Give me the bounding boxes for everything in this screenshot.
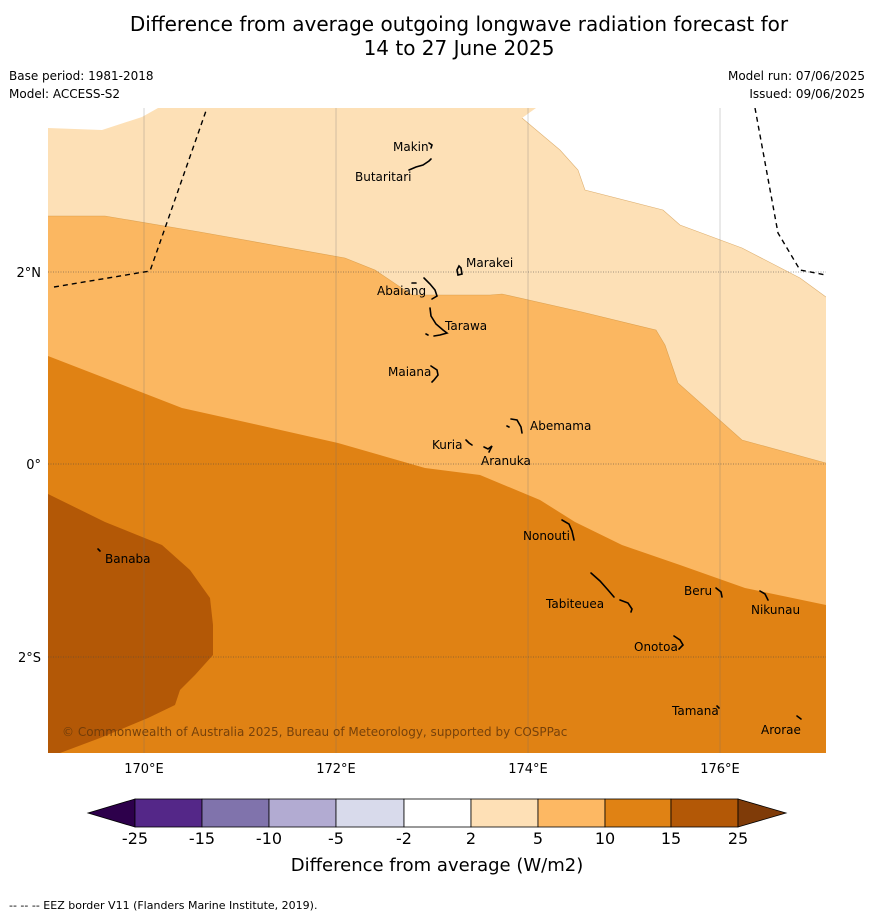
eez-border <box>53 108 826 288</box>
meta-left: Base period: 1981-2018 Model: ACCESS-S2 <box>9 67 154 103</box>
lat-label-2n: 2°N <box>17 266 42 281</box>
colorbar-extend-high <box>737 798 788 828</box>
island-label-maiana: Maiana <box>388 365 431 379</box>
base-period-text: Base period: 1981-2018 <box>9 69 154 83</box>
island-label-banaba: Banaba <box>105 552 151 566</box>
colorbar-seg-0 <box>134 798 203 828</box>
eez-footnote: -- -- -- EEZ border V11 (Flanders Marine… <box>9 899 318 912</box>
island-labels: Makin Butaritari Marakei Abaiang Tarawa … <box>105 140 801 737</box>
lon-axis-labels: 170°E 172°E 174°E 176°E <box>124 762 740 777</box>
colorbar-seg-4 <box>403 798 472 828</box>
maiana-shape <box>430 365 439 383</box>
colorbar-seg-2 <box>268 798 337 828</box>
meta-right: Model run: 07/06/2025 Issued: 09/06/2025 <box>728 67 865 103</box>
marakei-shape <box>456 264 463 276</box>
island-label-abaiang: Abaiang <box>377 284 426 298</box>
contour-lines <box>48 117 826 464</box>
issued-text: Issued: 09/06/2025 <box>749 87 865 101</box>
tamana-shape <box>716 705 720 709</box>
nonouti-shape <box>561 519 575 541</box>
island-label-abemama: Abemama <box>530 419 591 433</box>
lon-label-174e: 174°E <box>508 762 548 777</box>
colorbar-tick-4: -2 <box>396 829 412 848</box>
tabiteuea-shape <box>590 572 615 598</box>
colorbar <box>86 798 788 828</box>
band-10-15 <box>48 356 826 753</box>
colorbar-tick-5: 2 <box>466 829 476 848</box>
island-label-makin: Makin <box>393 140 429 154</box>
lat-axis-labels: 2°N 0° 2°S <box>17 266 42 666</box>
colorbar-tick-8: 15 <box>661 829 681 848</box>
colorbar-seg-1 <box>201 798 270 828</box>
band-15-25 <box>48 494 213 753</box>
makin-shape <box>428 142 433 149</box>
tarawa-shape <box>429 307 449 337</box>
island-label-tarawa: Tarawa <box>444 319 487 333</box>
abaiang-shape <box>423 277 438 300</box>
island-label-butaritari: Butaritari <box>355 170 412 184</box>
lon-label-176e: 176°E <box>700 762 740 777</box>
island-label-nikunau: Nikunau <box>751 603 800 617</box>
model-text: Model: ACCESS-S2 <box>9 87 121 101</box>
colorbar-tick-1: -15 <box>189 829 215 848</box>
butaritari-shape <box>408 158 432 171</box>
colorbar-seg-8 <box>670 798 739 828</box>
tarawa-dot <box>425 333 429 336</box>
island-label-aranuka: Aranuka <box>481 454 531 468</box>
island-label-kuria: Kuria <box>432 438 463 452</box>
title-line-1: Difference from average outgoing longwav… <box>129 12 789 36</box>
beru-shape <box>715 587 723 598</box>
island-label-arorae: Arorae <box>761 723 801 737</box>
lat-label-2s: 2°S <box>18 651 41 666</box>
model-run-text: Model run: 07/06/2025 <box>727 69 865 83</box>
island-label-marakei: Marakei <box>466 256 513 270</box>
colorbar-tick-2: -10 <box>256 829 282 848</box>
aranuka-shape <box>483 445 493 453</box>
island-label-tabiteuea: Tabiteuea <box>545 597 604 611</box>
onotoa-shape <box>673 635 685 650</box>
colorbar-tick-3: -5 <box>328 829 344 848</box>
colorbar-tick-7: 10 <box>595 829 615 848</box>
parallels <box>48 271 826 658</box>
tabiteuea-south-shape <box>619 599 633 613</box>
island-label-onotoa: Onotoa <box>634 640 678 654</box>
lat-label-0: 0° <box>26 458 41 473</box>
colorbar-label: Difference from average (W/m2) <box>291 855 583 876</box>
chart-title: Difference from average outgoing longwav… <box>0 12 873 60</box>
map-area: Makin Butaritari Marakei Abaiang Tarawa … <box>48 108 826 753</box>
island-label-tamana: Tamana <box>671 704 719 718</box>
meridians <box>143 108 721 753</box>
colorbar-seg-3 <box>335 798 405 828</box>
nikunau-shape <box>759 590 769 601</box>
colorbar-ticks: -25 -15 -10 -5 -2 2 5 10 15 25 <box>122 829 748 848</box>
abemama-dot <box>506 425 510 428</box>
island-shapes <box>97 142 802 720</box>
banaba-shape <box>97 548 101 552</box>
colorbar-tick-9: 25 <box>728 829 748 848</box>
arorae-shape <box>796 715 802 720</box>
colorbar-seg-5 <box>470 798 539 828</box>
abemama-shape <box>510 418 523 434</box>
island-label-nonouti: Nonouti <box>523 529 570 543</box>
lon-label-170e: 170°E <box>124 762 164 777</box>
island-label-beru: Beru <box>684 584 712 598</box>
colorbar-seg-7 <box>604 798 672 828</box>
title-line-2: 14 to 27 June 2025 <box>363 36 555 60</box>
copyright-text: © Commonwealth of Australia 2025, Bureau… <box>62 725 567 739</box>
colorbar-tick-6: 5 <box>533 829 543 848</box>
colorbar-extend-low <box>86 798 136 828</box>
colorbar-tick-0: -25 <box>122 829 148 848</box>
lon-label-172e: 172°E <box>316 762 356 777</box>
kuria-shape <box>465 439 473 446</box>
colorbar-seg-6 <box>537 798 606 828</box>
